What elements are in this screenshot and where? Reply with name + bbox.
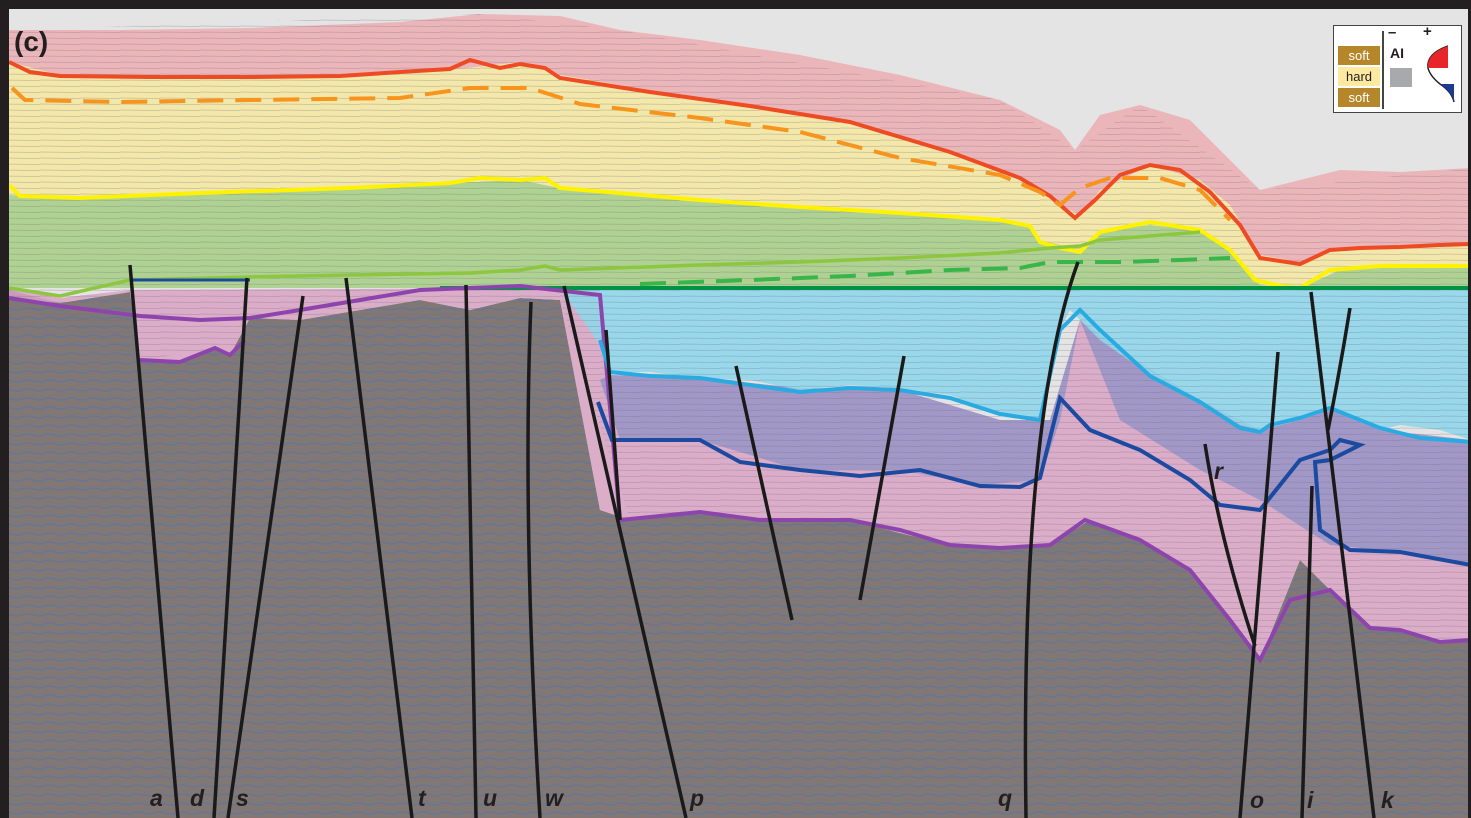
fault-p: [562, 285, 688, 818]
fault-label-a: a: [150, 785, 163, 811]
horizon-yellow: [7, 175, 1471, 291]
fault-label-i: i: [1307, 787, 1314, 813]
fault-s: [226, 295, 305, 818]
fault-small-1: [604, 329, 622, 521]
fault-lines: [128, 261, 1376, 818]
fault-label-o: o: [1250, 787, 1264, 813]
horizon-navy: [596, 393, 1471, 567]
fault-small-2: [734, 365, 794, 621]
fault-label-p: p: [689, 785, 704, 811]
legend-minus-sign: –: [1388, 24, 1397, 41]
reflector-texture: [9, 14, 1471, 660]
panel-label: (c): [14, 26, 49, 57]
horizon-purple-small: [139, 338, 247, 365]
basement-texture: [9, 290, 1471, 818]
fault-label-s: s: [236, 785, 249, 811]
legend-divider: [1382, 31, 1384, 109]
fault-label-u: u: [483, 785, 497, 811]
fault-w: [526, 301, 542, 818]
fault-label-r: r: [1214, 458, 1224, 484]
fault-d: [212, 277, 249, 818]
fault-label-t: t: [418, 785, 427, 811]
fault-a: [128, 264, 180, 818]
amplitude-legend: soft hard soft – + AI: [1333, 23, 1462, 113]
fault-label-q: q: [998, 785, 1012, 811]
fault-small-3: [858, 355, 906, 601]
fault-k-branch: [1326, 307, 1352, 431]
fault-q: [1023, 261, 1080, 818]
fault-k: [1309, 291, 1376, 818]
legend-ai-step: [1390, 68, 1412, 87]
horizon-red: [8, 57, 1471, 267]
horizon-green-dashed: [639, 256, 1231, 286]
legend-ai-label: AI: [1390, 45, 1404, 61]
fault-t: [344, 277, 414, 818]
fault-label-d: d: [190, 785, 205, 811]
fault-u: [464, 284, 478, 818]
fault-o: [1238, 351, 1280, 818]
horizon-orange-dashed: [10, 86, 1232, 222]
fault-r: [1203, 443, 1257, 647]
legend-soft-bottom: soft: [1338, 88, 1380, 107]
fault-label-k: k: [1381, 787, 1395, 813]
legend-hard: hard: [1338, 67, 1380, 86]
fault-i: [1300, 485, 1314, 818]
fault-label-w: w: [545, 785, 565, 811]
wavelet-icon: [1427, 45, 1455, 103]
horizon-green: [8, 230, 1201, 298]
legend-plus-sign: +: [1423, 23, 1432, 40]
legend-soft-top: soft: [1338, 46, 1380, 65]
